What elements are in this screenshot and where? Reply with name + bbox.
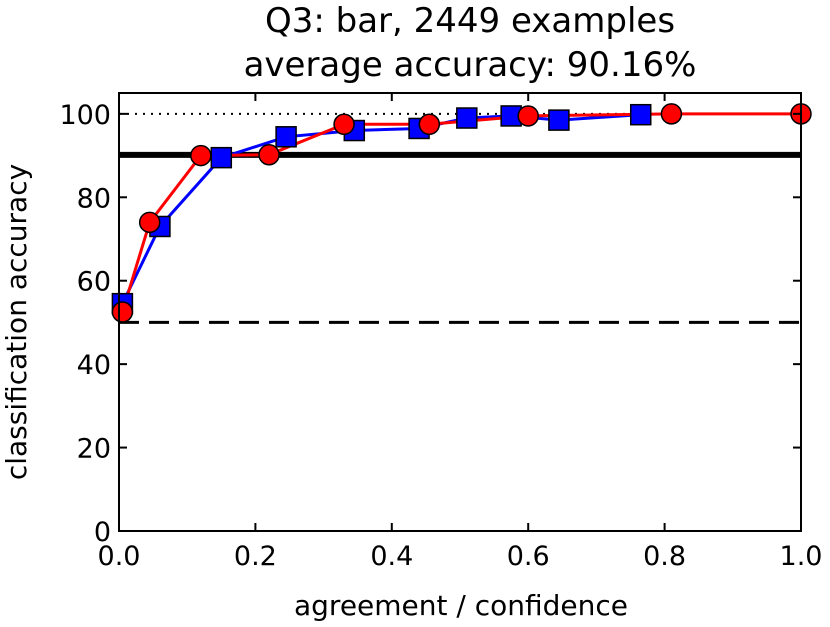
y-tick-label: 0: [94, 517, 111, 548]
reference-lines: [119, 112, 801, 324]
circle-point: [418, 113, 441, 136]
y-tick-label: 80: [77, 183, 111, 214]
x-tick-label: 0.4: [370, 541, 413, 572]
x-tick-label: 0.0: [98, 541, 141, 572]
series-line-square: [121, 113, 641, 305]
plot-frame: [118, 92, 802, 532]
y-tick-label: 40: [77, 350, 111, 381]
series-layer: [111, 103, 812, 323]
circle-point: [333, 113, 355, 136]
circle-point: [517, 105, 539, 127]
square-point: [275, 126, 297, 148]
y-tick-label: 20: [77, 434, 111, 465]
y-tick-label: 100: [59, 100, 111, 131]
y-axis-label: classification accuracy: [0, 164, 33, 480]
x-tick-label: 1.0: [780, 541, 823, 572]
series-line-circle: [120, 112, 801, 313]
chart-title: Q3: bar, 2449 examples: [265, 1, 675, 41]
x-tick-label: 0.8: [643, 541, 686, 572]
circle-point: [111, 301, 134, 323]
square-point: [548, 109, 570, 131]
square-point: [210, 146, 233, 169]
circle-point: [138, 211, 161, 234]
square-point: [456, 107, 478, 129]
circle-point: [190, 144, 212, 167]
circle-point: [258, 143, 280, 166]
axis-ticks: 0.0 0.2 0.4 0.6 0.8 1.0 0 20 40 60 80 100: [59, 93, 822, 572]
chart-subtitle: average accuracy: 90.16%: [244, 45, 697, 85]
y-tick-label: 60: [77, 267, 111, 298]
circle-point: [660, 103, 683, 125]
x-axis-label: agreement / confidence: [294, 589, 628, 622]
x-tick-label: 0.2: [234, 541, 277, 572]
x-tick-label: 0.6: [507, 541, 550, 572]
square-point: [629, 103, 652, 126]
